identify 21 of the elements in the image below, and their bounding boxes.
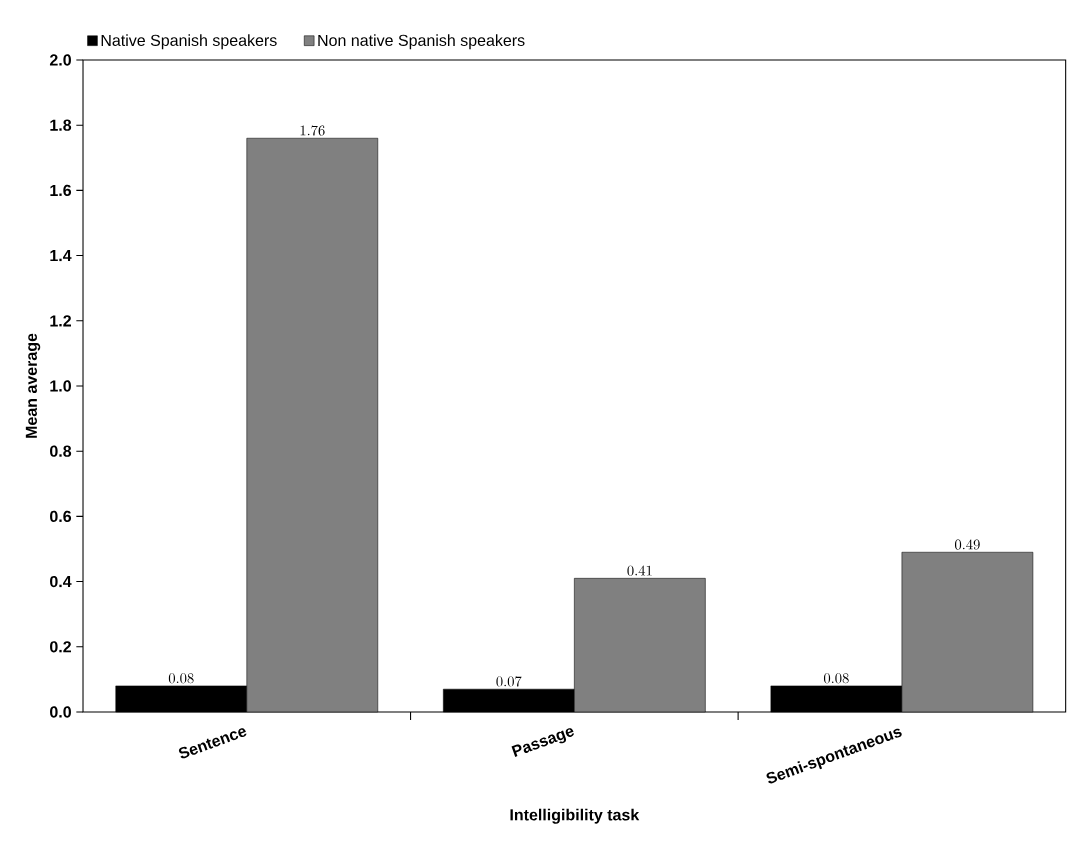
- y-tick-label: 1.4: [50, 250, 72, 262]
- x-axis-title: Intelligibility task: [510, 808, 640, 824]
- data-label: 0.08: [823, 673, 849, 684]
- data-label: 0.49: [954, 539, 980, 550]
- data-label: 1 .76: [300, 125, 325, 136]
- y-tick-label: 1.2: [50, 315, 71, 327]
- data-label: 0.41: [627, 565, 652, 576]
- y-tick-label: 1.0: [50, 380, 71, 392]
- legend-label: Native Spanish speakers: [101, 34, 277, 50]
- data-label: 0.07: [496, 676, 522, 687]
- y-tick-label: 0.2: [50, 641, 71, 653]
- y-tick-label: 0.4: [50, 575, 72, 588]
- y-tick-label: 0.6: [50, 510, 72, 523]
- y-tick-label: 1.8: [50, 119, 72, 131]
- legend-label: Non native Spanish speakers: [318, 34, 525, 50]
- y-tick-label: 0.8: [50, 445, 72, 457]
- data-label: 0.08: [168, 673, 194, 684]
- y-tick-label: 1.6: [50, 184, 72, 197]
- y-tick-label: 0.0: [50, 706, 71, 718]
- y-tick-label: 2.0: [49, 54, 71, 66]
- y-axis-title: Mean average: [25, 333, 41, 438]
